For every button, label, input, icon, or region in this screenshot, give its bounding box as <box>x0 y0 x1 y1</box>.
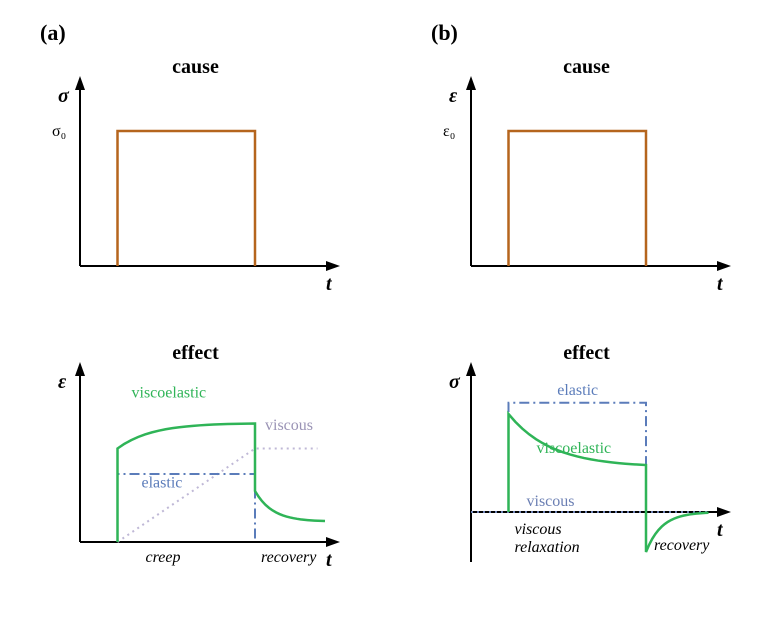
svg-a-bot: ε t viscoelastic elastic viscous creep recover… <box>30 342 360 602</box>
svg-text:σ₀: σ₀ <box>52 123 66 140</box>
svg-text:σ: σ <box>58 85 70 107</box>
panel-label-a: (a) <box>30 20 361 46</box>
svg-text:t: t <box>326 549 333 571</box>
svg-text:ε: ε <box>449 85 458 107</box>
plot-b-effect: effect σ t elastic viscoelastic viscous visco… <box>421 342 752 618</box>
title-a-cause: cause <box>172 56 219 78</box>
title-a-effect: effect <box>172 342 219 364</box>
svg-text:viscous: viscous <box>265 416 313 433</box>
svg-text:recovery: recovery <box>261 549 317 566</box>
figure-grid: (a) (b) cause σ t σ₀ cause ε t ε₀ effect ε t v… <box>30 20 752 617</box>
svg-text:elastic: elastic <box>557 381 598 398</box>
svg-text:t: t <box>717 519 724 541</box>
svg-b-top: ε t ε₀ <box>421 56 751 306</box>
plot-b-cause: cause ε t ε₀ <box>421 56 752 332</box>
svg-text:t: t <box>326 273 333 295</box>
svg-b-bot: σ t elastic viscoelastic viscous viscousrelax… <box>421 342 751 602</box>
title-b-cause: cause <box>563 56 610 78</box>
svg-text:recovery: recovery <box>654 537 710 554</box>
title-b-effect: effect <box>563 342 610 364</box>
plot-a-cause: cause σ t σ₀ <box>30 56 361 332</box>
svg-a-top: σ t σ₀ <box>30 56 360 306</box>
svg-text:viscousrelaxation: viscousrelaxation <box>515 521 580 556</box>
svg-text:elastic: elastic <box>142 474 183 491</box>
svg-text:ε: ε <box>58 371 67 393</box>
svg-text:ε₀: ε₀ <box>443 123 455 140</box>
svg-text:viscoelastic: viscoelastic <box>132 384 207 401</box>
svg-text:σ: σ <box>449 371 461 393</box>
svg-text:viscoelastic: viscoelastic <box>537 440 612 457</box>
svg-text:t: t <box>717 273 724 295</box>
svg-text:creep: creep <box>146 549 181 566</box>
svg-text:viscous: viscous <box>527 493 575 510</box>
plot-a-effect: effect ε t viscoelastic elastic viscous creep… <box>30 342 361 618</box>
panel-label-b: (b) <box>421 20 752 46</box>
